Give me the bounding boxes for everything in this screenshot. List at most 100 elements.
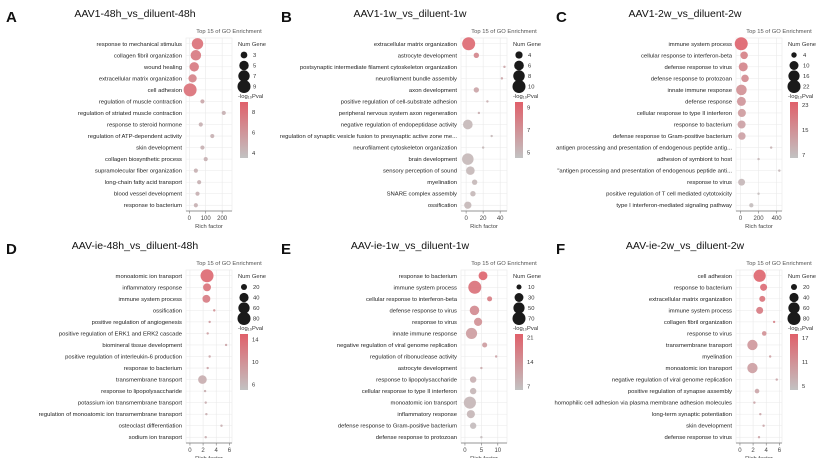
- x-tick-label: 200: [754, 216, 765, 222]
- size-legend-label: 22: [803, 85, 809, 91]
- color-legend-tick: 7: [527, 385, 530, 391]
- data-point: [206, 366, 209, 370]
- data-point: [462, 153, 474, 165]
- data-point: [463, 396, 476, 409]
- panel-title: AAV-ie-2w_vs_diluent-2w: [626, 240, 745, 252]
- category-label: biomineral tissue development: [102, 343, 182, 349]
- data-point: [500, 77, 504, 80]
- data-point: [224, 343, 228, 347]
- category-label: SNARE complex assembly: [387, 192, 457, 198]
- x-tick-label: 100: [201, 216, 212, 222]
- category-label: regulation of striated muscle contractio…: [78, 111, 182, 117]
- size-legend-label: 5: [253, 64, 256, 70]
- data-point: [471, 179, 478, 185]
- data-point: [200, 269, 214, 283]
- category-label: positive regulation of T cell mediated c…: [606, 192, 732, 198]
- data-point: [757, 192, 760, 195]
- panel-title: AAV-ie-1w_vs_diluent-1w: [351, 240, 470, 252]
- size-legend-label: 40: [253, 296, 259, 302]
- category-label: long-term synaptic potentiation: [652, 412, 732, 418]
- x-tick-label: 6: [228, 448, 232, 454]
- data-point: [204, 401, 207, 404]
- data-point: [190, 50, 202, 61]
- data-point: [480, 436, 483, 439]
- data-point: [473, 87, 480, 93]
- size-legend-dot: [238, 302, 250, 314]
- category-label: monoatomic ion transport: [666, 366, 733, 372]
- size-legend-dot: [789, 292, 799, 303]
- size-legend-title: Num Gene: [788, 42, 816, 48]
- size-legend-label: 8: [528, 74, 531, 80]
- x-tick-label: 5: [480, 448, 484, 454]
- data-point: [494, 355, 498, 358]
- x-axis-label: Rich factor: [470, 224, 498, 230]
- data-point: [737, 108, 746, 117]
- x-tick-label: 200: [217, 216, 228, 222]
- category-label: response to virus: [412, 320, 457, 326]
- size-legend-label: 7: [253, 74, 256, 80]
- category-label: response to lipopolysaccharide: [101, 389, 183, 395]
- category-label: axon development: [409, 88, 458, 94]
- color-bar: [240, 102, 248, 158]
- color-legend-tick: 9: [527, 106, 530, 112]
- size-legend-label: 80: [253, 317, 259, 323]
- data-point: [198, 375, 207, 384]
- panel-letter: C: [556, 9, 567, 26]
- category-label: innate immune response: [667, 88, 732, 94]
- category-label: defense response to Gram-positive bacter…: [338, 424, 457, 430]
- category-label: positive regulation of interleukin-6 pro…: [65, 355, 182, 361]
- category-label: defense response to Gram-positive bacter…: [613, 134, 732, 140]
- category-label: astrocyte development: [398, 366, 458, 372]
- category-label: "antigen processing and presentation of …: [557, 169, 732, 175]
- color-legend-tick: 8: [252, 110, 255, 116]
- data-point: [759, 295, 766, 302]
- category-label: response to bacterium: [674, 123, 732, 129]
- data-point: [760, 283, 768, 291]
- color-legend-tick: 5: [527, 150, 530, 156]
- size-legend-label: 40: [803, 296, 809, 302]
- category-label: extracellular matrix organization: [99, 76, 182, 82]
- category-label: adhesion of symbiont to host: [657, 157, 732, 163]
- size-legend-dot: [514, 60, 524, 71]
- category-label: blood vessel development: [114, 192, 182, 198]
- data-point: [478, 271, 488, 281]
- category-label: cellular response to type II interferon: [362, 389, 457, 395]
- category-label: defense response to protozoan: [376, 435, 457, 441]
- x-axis-label: Rich factor: [195, 456, 223, 458]
- panel-letter: D: [6, 241, 17, 258]
- panel-b: B AAV1-1w_vs_diluent-1w Top 15 of GO Enric…: [280, 8, 541, 230]
- size-legend-label: 60: [803, 306, 809, 312]
- data-point: [193, 203, 198, 208]
- color-legend-tick: 4: [252, 151, 256, 157]
- category-label: inflammatory response: [397, 412, 457, 418]
- x-tick-label: 4: [215, 448, 219, 454]
- category-label: sensory perception of sound: [383, 169, 457, 175]
- category-label: response to steroid hormone: [107, 123, 183, 129]
- category-label: collagen fibril organization: [664, 320, 732, 326]
- color-legend-tick: 7: [802, 153, 805, 159]
- size-legend-title: Num Gene: [513, 42, 541, 48]
- category-label: response to lipopolysaccharide: [376, 378, 458, 384]
- panel-c: C AAV1-2w_vs_diluent-2w Top 15 of GO Enric…: [556, 8, 816, 230]
- category-label: homophilic cell adhesion via plasma memb…: [555, 401, 733, 407]
- size-legend-label: 10: [803, 64, 809, 70]
- data-point: [466, 410, 475, 419]
- category-label: immune system process: [393, 285, 457, 291]
- category-label: myelination: [427, 180, 457, 186]
- size-legend-dot: [791, 52, 797, 58]
- data-point: [756, 306, 764, 314]
- category-label: collagen fibril organization: [114, 53, 182, 59]
- data-point: [481, 146, 485, 149]
- data-point: [208, 320, 211, 324]
- size-legend-label: 30: [528, 296, 534, 302]
- color-legend-tick: 14: [527, 360, 534, 366]
- size-legend-dot: [512, 312, 526, 325]
- color-bar: [790, 102, 798, 158]
- size-legend-dot: [240, 51, 248, 59]
- color-legend-tick: 6: [252, 131, 255, 137]
- category-label: cellular response to type II interferon: [637, 111, 732, 117]
- x-tick-label: 2: [751, 448, 755, 454]
- data-point: [747, 362, 758, 374]
- data-point: [778, 169, 781, 172]
- color-legend-tick: 21: [527, 336, 533, 342]
